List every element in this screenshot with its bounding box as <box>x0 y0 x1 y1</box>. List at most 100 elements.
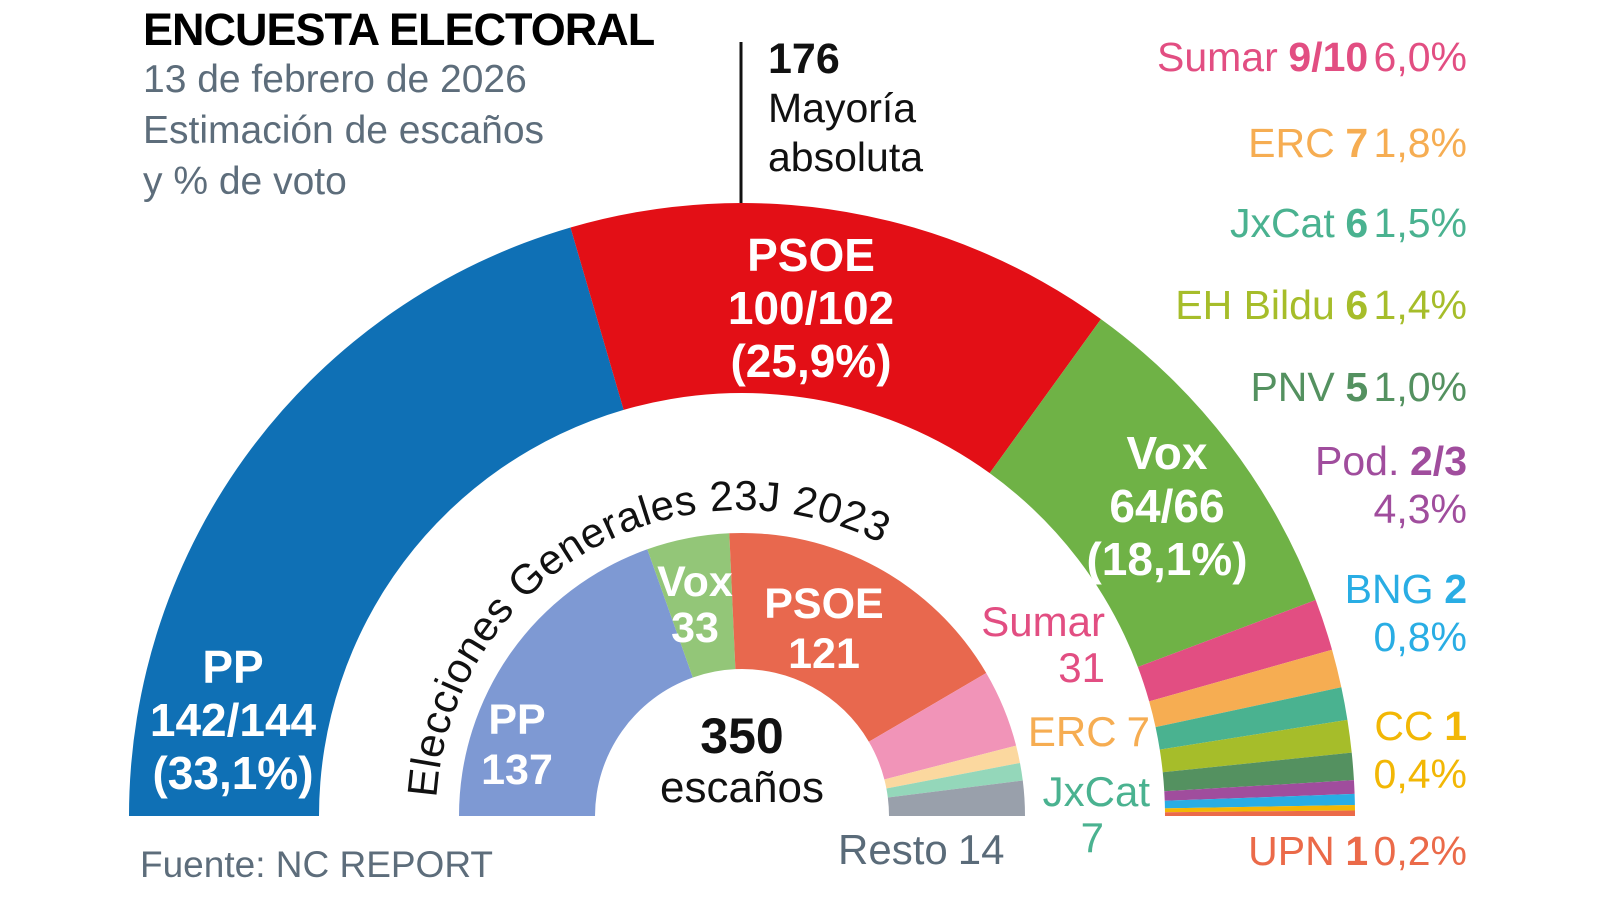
legend-item-erc: ERC 7 1,8% <box>1248 119 1467 167</box>
segment-outer-pp <box>129 227 624 817</box>
legend-item-sumar: Sumar 9/10 6,0% <box>1157 33 1467 81</box>
legend-seats: 7 <box>1345 120 1369 166</box>
pp-outer-name: PP <box>202 641 264 693</box>
segment-label-vox-outer: Vox 64/66 (18,1%) <box>1086 427 1247 586</box>
segment-label-psoe-inner: PSOE 121 <box>764 579 884 679</box>
legend-item-upn: UPN 1 0,2% <box>1248 827 1467 875</box>
legend-seats: 6 <box>1345 200 1369 246</box>
segment-outer-vox <box>989 319 1316 667</box>
segment-label-resto-inner: Resto 14 <box>838 827 1005 873</box>
segment-inner-vox <box>647 533 736 678</box>
legend-item-cc: CC 1 0,4% <box>1374 702 1467 798</box>
legend-item-podemos: Pod. 2/3 4,3% <box>1315 437 1467 533</box>
segment-label-sumar-inner: Sumar 31 <box>981 599 1105 691</box>
legend-seats: 2/3 <box>1410 438 1467 484</box>
legend-seats: 9/10 <box>1288 34 1369 80</box>
segment-inner-psoe <box>729 532 987 742</box>
segment-outer-bng <box>1164 793 1355 809</box>
psoe-outer-name: PSOE <box>747 229 875 281</box>
segment-inner-sumar <box>868 673 1017 780</box>
legend-pct: 6,0% <box>1373 34 1467 80</box>
jxcat-inner-seats: 7 <box>1080 814 1104 861</box>
pp-inner-name: PP <box>488 696 546 744</box>
legend-item-jxcat: JxCat 6 1,5% <box>1230 199 1467 247</box>
legend-pct: 1,0% <box>1373 364 1467 410</box>
legend-seats: 2 <box>1444 566 1467 612</box>
vox-outer-pct: (18,1%) <box>1086 533 1248 585</box>
vox-outer-name: Vox <box>1126 427 1208 479</box>
legend-party: JxCat <box>1229 200 1335 246</box>
legend-seats: 1 <box>1345 828 1369 874</box>
legend-pct: 1,5% <box>1373 200 1467 246</box>
psoe-outer-pct: (25,9%) <box>730 335 892 387</box>
page-subtitle: 13 de febrero de 2026 Estimación de esca… <box>143 54 544 207</box>
legend-item-eh-bildu: EH Bildu 6 1,4% <box>1175 281 1467 329</box>
segment-label-vox-inner: Vox 33 <box>657 559 733 651</box>
majority-seats: 176 <box>768 35 840 83</box>
legend-item-pnv: PNV 5 1,0% <box>1250 363 1467 411</box>
legend-seats: 6 <box>1345 282 1369 328</box>
pp-outer-seats: 142/144 <box>149 694 317 746</box>
segment-outer-eh-bildu <box>1159 719 1352 773</box>
legend-pct: 4,3% <box>1373 486 1467 532</box>
segment-label-pp-inner: PP 137 <box>481 695 553 795</box>
psoe-outer-seats: 100/102 <box>727 282 895 334</box>
majority-annotation: 176 Mayoría absoluta <box>768 34 923 182</box>
resto-inner-seats: 14 <box>957 826 1005 873</box>
subtitle-date: 13 de febrero de 2026 <box>143 58 527 101</box>
segment-inner-pp <box>459 549 693 816</box>
segment-inner-jxcat <box>886 762 1023 798</box>
segment-outer-erc <box>1149 649 1342 728</box>
legend-seats: 1 <box>1444 703 1467 749</box>
legend-pct: 0,2% <box>1373 828 1467 874</box>
legend-pct: 0,8% <box>1373 614 1467 660</box>
resto-inner-name: Resto <box>838 826 948 873</box>
legend-party: CC <box>1374 703 1434 749</box>
total-seats-value: 350 <box>700 708 784 764</box>
segment-outer-upn <box>1164 810 1356 816</box>
segment-label-psoe-outer: PSOE 100/102 (25,9%) <box>728 229 894 388</box>
segment-outer-sumar <box>1137 600 1333 702</box>
legend-party: PNV <box>1250 364 1335 410</box>
pp-outer-pct: (33,1%) <box>152 747 314 799</box>
legend-party: UPN <box>1248 828 1335 874</box>
legend-party: Sumar <box>1156 34 1278 80</box>
segment-label-pp-outer: PP 142/144 (33,1%) <box>150 641 316 800</box>
vox-inner-name: Vox <box>657 558 733 606</box>
segment-label-jxcat-inner: JxCat 7 <box>1043 769 1150 861</box>
legend-item-bng: BNG 2 0,8% <box>1345 565 1467 661</box>
segment-outer-pnv <box>1162 752 1354 792</box>
majority-word1: Mayoría <box>768 85 917 131</box>
sumar-inner-seats: 31 <box>1058 644 1105 691</box>
sumar-inner-name: Sumar <box>981 598 1105 645</box>
pp-inner-seats: 137 <box>481 746 553 794</box>
vox-outer-seats: 64/66 <box>1109 480 1225 532</box>
legend-party: BNG <box>1344 566 1434 612</box>
subtitle-line2: Estimación de escaños <box>143 109 545 152</box>
erc-inner-seats: 7 <box>1126 708 1150 755</box>
legend-pct: 1,4% <box>1373 282 1467 328</box>
psoe-inner-seats: 121 <box>788 630 860 678</box>
legend-party: EH Bildu <box>1175 282 1335 328</box>
segment-inner-erc <box>884 745 1020 789</box>
subtitle-line3: y % de voto <box>143 160 347 203</box>
source-credit: Fuente: NC REPORT <box>140 844 493 885</box>
total-seats-unit: escaños <box>660 763 824 812</box>
segment-inner-resto <box>887 780 1025 816</box>
page-title: ENCUESTA ELECTORAL <box>143 4 655 55</box>
segment-outer-jxcat <box>1155 687 1348 750</box>
vox-inner-seats: 33 <box>671 604 719 652</box>
total-seats-label: 350 escaños <box>660 708 824 812</box>
majority-word2: absoluta <box>768 134 924 180</box>
jxcat-inner-name: JxCat <box>1042 768 1150 815</box>
segment-label-erc-inner: ERC 7 <box>1028 709 1150 755</box>
segment-outer-pod- <box>1164 780 1355 801</box>
segment-outer-psoe <box>570 203 1101 474</box>
legend-party: ERC <box>1248 120 1335 166</box>
segment-outer-cc <box>1164 804 1355 813</box>
legend-party: Pod. <box>1315 438 1400 484</box>
erc-inner-name: ERC <box>1027 708 1117 755</box>
legend-pct: 1,8% <box>1373 120 1467 166</box>
